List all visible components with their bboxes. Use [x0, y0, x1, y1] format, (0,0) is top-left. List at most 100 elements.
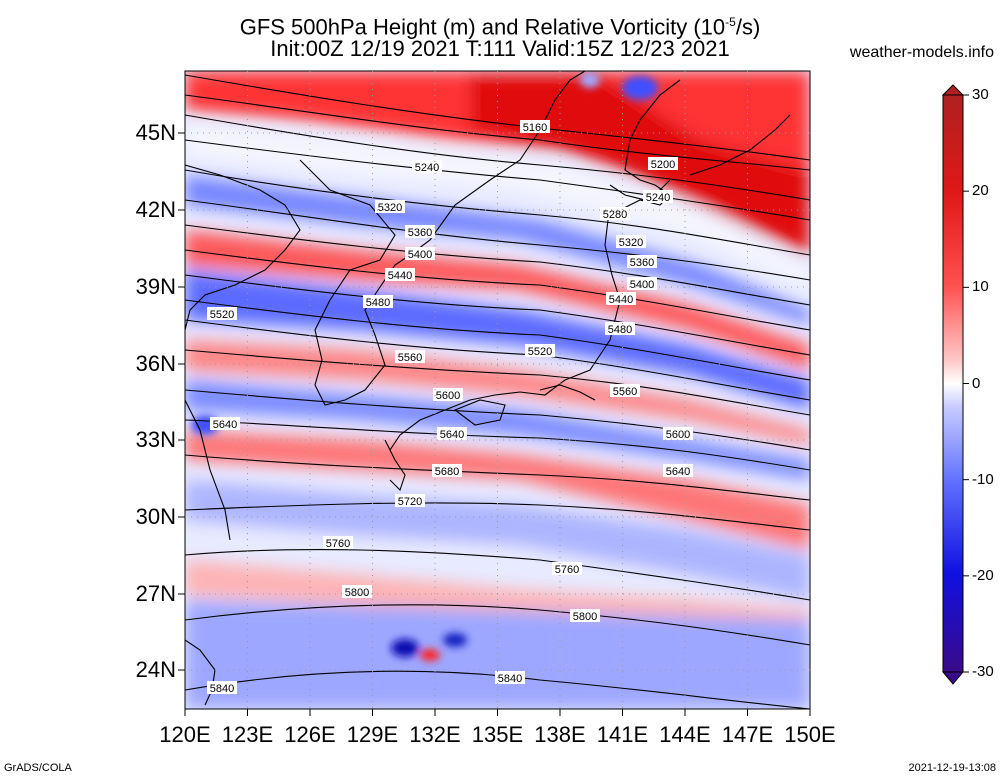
- footer-software: GrADS/COLA: [4, 762, 72, 774]
- svg-text:5520: 5520: [210, 309, 234, 321]
- svg-text:5640: 5640: [213, 419, 237, 431]
- lat-tick-label: 42N: [135, 197, 176, 222]
- contour-label: 5560: [395, 350, 425, 364]
- contour-label: 5320: [616, 235, 646, 249]
- contour-label: 5800: [570, 609, 600, 623]
- height-contours: [185, 74, 810, 709]
- svg-text:5560: 5560: [613, 386, 637, 398]
- lon-tick-label: 144E: [659, 722, 711, 747]
- contour-label: 5480: [363, 295, 393, 309]
- chart-title: GFS 500hPa Height (m) and Relative Vorti…: [239, 14, 761, 40]
- lon-tick-label: 126E: [284, 722, 336, 747]
- contour-label: 5640: [210, 417, 240, 431]
- svg-text:5640: 5640: [666, 466, 690, 478]
- lon-tick-label: 147E: [721, 722, 774, 747]
- svg-text:5360: 5360: [408, 227, 432, 239]
- contour-label: 5680: [432, 464, 462, 478]
- svg-text:5440: 5440: [388, 270, 412, 282]
- lon-tick-label: 138E: [534, 722, 586, 747]
- contour-label: 5160: [520, 120, 550, 134]
- svg-text:5720: 5720: [398, 496, 422, 508]
- contour-label: 5720: [395, 494, 425, 508]
- lon-tick-label: 129E: [346, 722, 399, 747]
- svg-text:5240: 5240: [415, 162, 439, 174]
- colorbar-label: 10: [972, 278, 989, 296]
- axis-ticks: [178, 132, 811, 716]
- svg-text:5320: 5320: [378, 202, 402, 214]
- colorbar-label: -30: [972, 663, 994, 680]
- coastlines: [185, 71, 791, 706]
- svg-text:5400: 5400: [630, 279, 654, 291]
- contour-label: 5440: [385, 268, 415, 282]
- lat-tick-label: 45N: [135, 120, 176, 145]
- lat-tick-label: 36N: [135, 351, 176, 376]
- chart-subtitle: Init:00Z 12/19 2021 T:111 Valid:15Z 12/2…: [270, 36, 730, 61]
- svg-text:5600: 5600: [436, 390, 460, 402]
- colorbar-top-arrow: [941, 84, 965, 96]
- lon-tick-label: 135E: [471, 722, 524, 747]
- contour-label: 5760: [323, 536, 353, 550]
- svg-text:5280: 5280: [603, 209, 627, 221]
- contour-label: 5320: [375, 200, 405, 214]
- contour-label: 5360: [627, 255, 657, 269]
- svg-text:5800: 5800: [573, 611, 597, 623]
- lat-tick-label: 30N: [135, 504, 176, 529]
- contour-label: 5240: [412, 160, 442, 174]
- svg-text:5240: 5240: [646, 192, 670, 204]
- svg-text:5560: 5560: [398, 352, 422, 364]
- contour-label: 5600: [663, 427, 693, 441]
- contour-labels: 5160 5200 5240 5240 5280 5320 5320 5360 5360 5400…: [207, 120, 693, 695]
- svg-text:5480: 5480: [608, 324, 632, 336]
- svg-text:5520: 5520: [528, 346, 552, 358]
- lon-tick-label: 141E: [596, 722, 649, 747]
- colorbar-label: -10: [972, 470, 994, 488]
- contour-label: 5440: [606, 292, 636, 306]
- contour-label: 5640: [437, 427, 467, 441]
- lon-tick-label: 120E: [159, 722, 211, 747]
- contour-label: 5400: [627, 277, 657, 291]
- contour-label: 5800: [342, 585, 372, 599]
- lon-tick-label: 123E: [221, 722, 274, 747]
- lat-tick-label: 39N: [135, 274, 176, 299]
- lon-tick-label: 132E: [409, 722, 461, 747]
- contour-label: 5840: [207, 681, 237, 695]
- svg-text:5200: 5200: [651, 159, 675, 171]
- svg-text:5640: 5640: [440, 429, 464, 441]
- svg-text:5400: 5400: [408, 249, 432, 261]
- colorbar-label: 0: [972, 374, 981, 392]
- contour-label: 5520: [525, 344, 555, 358]
- svg-text:5760: 5760: [555, 564, 579, 576]
- contour-label: 5600: [433, 388, 463, 402]
- lat-tick-label: 33N: [135, 427, 176, 452]
- svg-text:5840: 5840: [498, 673, 522, 685]
- colorbar-label: 30: [972, 86, 989, 103]
- contour-label: 5760: [552, 562, 582, 576]
- lat-lon-grid: [185, 71, 810, 709]
- svg-text:5760: 5760: [326, 538, 350, 550]
- lat-tick-label: 24N: [135, 657, 176, 682]
- svg-text:5680: 5680: [435, 466, 459, 478]
- colorbar-label: -20: [972, 566, 994, 584]
- contour-label: 5200: [648, 157, 678, 171]
- contour-label: 5360: [405, 225, 435, 239]
- colorbar-label: 20: [972, 182, 989, 200]
- contour-label: 5400: [405, 247, 435, 261]
- svg-text:5800: 5800: [345, 587, 369, 599]
- svg-text:5840: 5840: [210, 683, 234, 695]
- lat-tick-label: 27N: [135, 581, 176, 606]
- svg-text:5600: 5600: [666, 429, 690, 441]
- contour-label: 5240: [643, 190, 673, 204]
- colorbar-bottom-arrow: [941, 671, 965, 685]
- lon-tick-label: 150E: [784, 722, 836, 747]
- site-credit: weather-models.info: [849, 44, 994, 61]
- contour-label: 5640: [663, 464, 693, 478]
- contour-label: 5480: [605, 322, 635, 336]
- svg-text:5160: 5160: [523, 122, 547, 134]
- contour-label: 5520: [207, 307, 237, 321]
- svg-text:5320: 5320: [619, 237, 643, 249]
- contour-label: 5280: [600, 207, 630, 221]
- contour-label: 5560: [610, 384, 640, 398]
- contour-label: 5840: [495, 671, 525, 685]
- footer-timestamp: 2021-12-19-13:08: [908, 762, 996, 774]
